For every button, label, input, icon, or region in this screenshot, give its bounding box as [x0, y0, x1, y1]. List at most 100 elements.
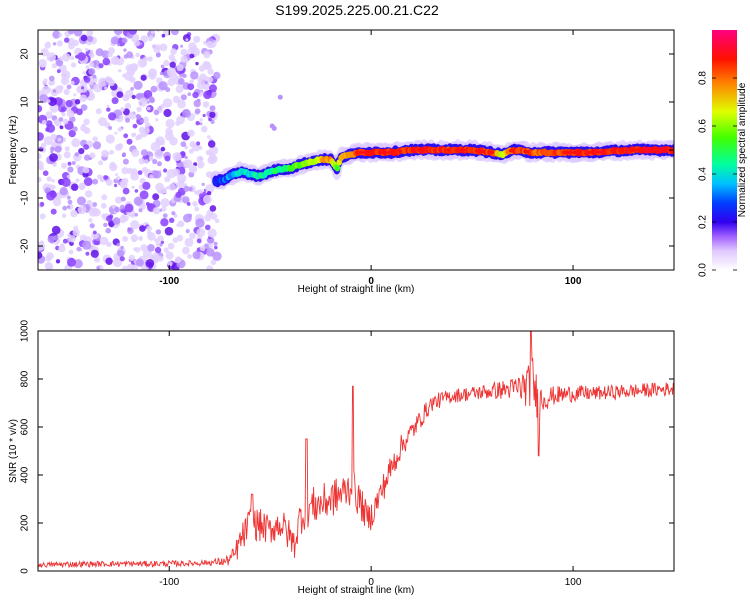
noise-blob: [180, 48, 188, 56]
noise-blob: [140, 74, 147, 81]
noise-blob: [104, 122, 111, 128]
noise-blob: [122, 73, 127, 78]
noise-blob: [182, 246, 190, 255]
noise-blob: [124, 103, 132, 110]
noise-blob: [77, 205, 87, 215]
noise-blob: [41, 119, 47, 125]
noise-blob: [176, 64, 184, 72]
noise-blob: [66, 110, 75, 118]
noise-blob: [72, 229, 80, 237]
ridge-peak: [508, 148, 514, 153]
noise-blob: [147, 230, 152, 235]
noise-blob: [99, 236, 109, 246]
colorbar-tick-label: 0.6: [698, 119, 709, 133]
ridge-peak: [654, 148, 660, 152]
noise-blob: [188, 186, 193, 192]
noise-blob: [75, 178, 80, 183]
noise-blob: [84, 190, 93, 198]
noise-blob: [194, 206, 200, 212]
noise-blob: [177, 99, 181, 103]
noise-blob: [38, 176, 42, 183]
x-tick-label: 100: [565, 276, 582, 287]
noise-blob: [117, 143, 124, 149]
noise-blob: [169, 61, 176, 68]
noise-blob: [153, 44, 158, 49]
noise-blob: [199, 122, 203, 126]
noise-blob: [76, 246, 82, 252]
noise-blob: [146, 106, 151, 111]
ridge-peak: [397, 149, 403, 154]
noise-blob: [155, 182, 165, 192]
ridge-peak: [595, 150, 602, 154]
noise-blob: [144, 122, 151, 128]
noise-blob: [110, 56, 120, 65]
noise-blob: [40, 142, 47, 149]
noise-blob: [207, 68, 214, 75]
noise-blob: [81, 123, 86, 128]
noise-blob: [163, 247, 169, 253]
noise-blob: [209, 205, 217, 212]
noise-blob: [131, 185, 135, 189]
noise-blob: [200, 125, 208, 133]
noise-blob: [114, 183, 118, 188]
noise-blob: [89, 49, 94, 53]
noise-blob: [73, 30, 83, 37]
noise-blob: [164, 226, 174, 236]
x-tick-label: 0: [368, 577, 374, 588]
noise-blob: [84, 154, 91, 161]
noise-blob: [206, 236, 214, 244]
noise-blob: [38, 132, 44, 141]
noise-blob: [117, 127, 123, 132]
noise-blob: [185, 229, 190, 234]
noise-blob: [51, 179, 55, 183]
noise-blob: [187, 254, 193, 259]
noise-blob: [148, 96, 155, 102]
noise-blob: [202, 113, 206, 118]
noise-blob: [206, 191, 212, 196]
noise-blob: [130, 234, 139, 242]
noise-blob: [148, 37, 153, 42]
noise-blob: [177, 78, 185, 85]
noise-blob: [197, 76, 204, 83]
noise-blob: [180, 151, 186, 157]
noise-blob: [157, 235, 164, 242]
noise-blob: [66, 174, 71, 179]
noise-blob: [209, 111, 216, 119]
noise-blob: [122, 158, 129, 165]
noise-blob: [111, 204, 116, 209]
colorbar-tick-label: 0.0: [698, 263, 709, 277]
colorbar-tick-label: 0.8: [698, 71, 709, 85]
noise-blob: [142, 116, 149, 124]
noise-blob: [83, 144, 89, 150]
noise-blob: [208, 243, 214, 249]
noise-blob: [67, 199, 73, 205]
noise-blob: [132, 123, 138, 129]
noise-blob: [207, 140, 216, 148]
noise-blob: [91, 231, 99, 240]
noise-blob: [52, 197, 62, 207]
noise-blob: [46, 191, 56, 201]
ridge-peak: [474, 148, 480, 153]
noise-blob: [128, 63, 138, 73]
noise-blob: [92, 136, 98, 142]
noise-blob: [74, 152, 80, 157]
noise-blob: [145, 202, 150, 206]
noise-blob: [199, 245, 206, 252]
noise-blob: [176, 115, 185, 125]
noise-blob: [205, 224, 211, 231]
noise-blob: [125, 117, 130, 123]
noise-blob: [180, 44, 184, 48]
noise-blob: [209, 145, 219, 155]
noise-blob: [136, 133, 143, 140]
noise-blob: [206, 265, 214, 270]
noise-blob: [197, 161, 205, 169]
noise-blob: [86, 205, 91, 210]
noise-blob: [121, 37, 128, 44]
noise-blob: [182, 196, 190, 204]
noise-blob: [105, 134, 115, 144]
noise-blob: [172, 237, 179, 244]
y-tick-label: -10: [20, 190, 31, 205]
snr-series-line: [38, 331, 674, 569]
noise-blob: [52, 89, 57, 93]
noise-blob: [45, 255, 52, 262]
